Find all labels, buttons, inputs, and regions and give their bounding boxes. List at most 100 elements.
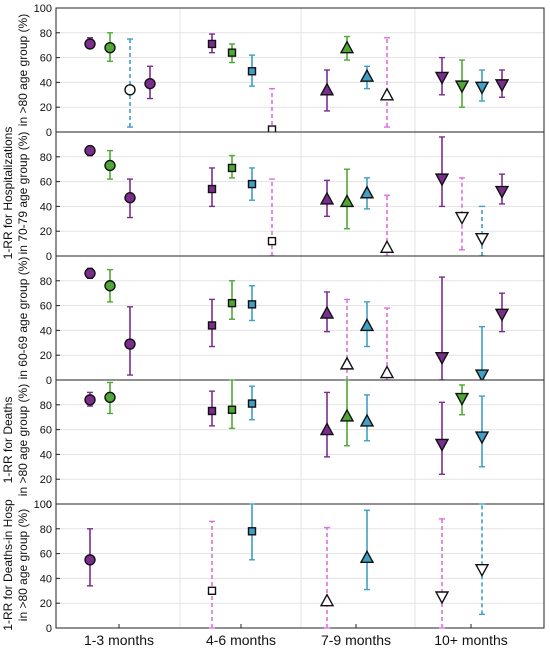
y-axis-labels: 1-RR for Hospitalizations in >80 age gro…	[1, 14, 30, 631]
triangle-up-marker	[379, 239, 395, 254]
data-point	[124, 178, 136, 219]
circle-marker	[84, 38, 96, 50]
y-tick-label: 40	[40, 201, 52, 213]
circle-marker	[84, 394, 96, 406]
y-tick-label: 40	[40, 449, 52, 461]
x-tick-label-4-6: 4-6 months	[206, 632, 276, 648]
y-tick-label: 40	[40, 573, 52, 585]
data-point	[84, 528, 96, 587]
y-label-deaths-hosp-title: 1-RR for Deaths-in Hosp	[1, 499, 15, 631]
data-point	[207, 298, 217, 348]
circle-marker	[124, 338, 136, 350]
data-point	[84, 391, 96, 407]
data-point	[207, 33, 217, 54]
triangle-down-marker	[454, 392, 470, 407]
panel-background	[56, 504, 544, 628]
y-label-hosp-80: in >80 age group (%)	[16, 14, 30, 126]
data-point	[124, 38, 136, 128]
y-tick-label: 60	[40, 425, 52, 437]
y-tick-label: 40	[40, 77, 52, 89]
circle-marker	[124, 84, 136, 96]
triangle-up-marker	[359, 413, 375, 427]
data-point	[104, 32, 116, 63]
y-label-deaths-hosp-80: in >80 age group (%)	[16, 509, 30, 621]
data-point	[359, 65, 375, 90]
square-marker	[247, 399, 257, 408]
data-point	[339, 168, 355, 230]
y-tick-label: 20	[40, 350, 52, 362]
y-tick-label: 20	[40, 226, 52, 238]
data-point	[124, 306, 136, 376]
x-axis-tick-labels: 1-3 months 4-6 months 7-9 months 10+ mon…	[84, 632, 508, 648]
data-point	[104, 149, 116, 180]
circle-marker	[104, 41, 116, 54]
y-tick-label: 60	[40, 549, 52, 561]
y-tick-label: 60	[40, 301, 52, 313]
y-tick-label: 0	[46, 499, 52, 511]
square-marker	[247, 300, 257, 309]
triangle-down-marker	[494, 308, 510, 322]
square-marker	[227, 163, 237, 173]
x-tick-label-7-9: 7-9 months	[321, 632, 391, 648]
triangle-up-marker	[359, 68, 375, 82]
y-tick-label: 20	[40, 102, 52, 114]
y-label-hosp-70-79: in 70-79 age group (%)	[16, 132, 30, 255]
triangle-down-marker	[434, 71, 450, 85]
triangle-up-marker	[339, 408, 355, 422]
data-point	[207, 390, 217, 427]
data-point	[379, 37, 395, 128]
data-point	[359, 394, 375, 442]
triangle-down-marker	[474, 431, 490, 445]
square-marker	[227, 298, 237, 308]
data-point	[434, 276, 450, 381]
panel-background	[56, 256, 544, 380]
square-marker	[207, 184, 217, 194]
square-marker	[207, 586, 217, 595]
data-point	[434, 56, 450, 96]
y-tick-label: 80	[40, 152, 52, 164]
data-point	[319, 69, 335, 112]
y-tick-label: 40	[40, 325, 52, 337]
data-point	[227, 280, 237, 320]
data-point	[319, 526, 335, 629]
data-point	[359, 301, 375, 348]
data-point	[247, 503, 257, 561]
data-point	[454, 59, 470, 108]
y-label-deaths-title: 1-RR for Deaths	[1, 397, 15, 484]
data-point	[454, 384, 470, 416]
square-marker	[207, 321, 217, 330]
data-point	[359, 177, 375, 210]
triangle-down-marker	[494, 79, 510, 93]
triangle-down-marker	[434, 438, 450, 452]
triangle-down-marker	[474, 564, 490, 578]
data-point	[247, 385, 257, 421]
data-point	[319, 391, 335, 458]
y-tick-label: 60	[40, 53, 52, 65]
data-point	[339, 35, 355, 61]
data-point	[84, 267, 96, 280]
triangle-down-marker	[474, 232, 490, 247]
y-label-deaths-80: in >80 age group (%)	[16, 384, 30, 496]
y-tick-label: 20	[40, 598, 52, 610]
y-tick-label: 0	[46, 251, 52, 263]
data-point	[227, 379, 237, 430]
data-point	[494, 292, 510, 333]
panel-2: 0 20 40 60 80	[40, 131, 545, 263]
panel-frame	[55, 503, 545, 629]
circle-marker	[144, 77, 156, 90]
square-marker	[207, 406, 217, 416]
triangle-up-marker	[359, 317, 375, 332]
triangle-up-marker	[319, 593, 335, 607]
chart-panels: 0204060801000204060800204060800204060800…	[34, 3, 545, 635]
triangle-down-marker	[434, 591, 450, 605]
data-point	[84, 144, 96, 157]
data-point	[227, 154, 237, 179]
data-point	[207, 520, 217, 629]
data-point	[379, 194, 395, 257]
triangle-up-marker	[339, 356, 355, 370]
circle-marker	[84, 144, 96, 157]
data-point	[84, 37, 96, 50]
data-point	[247, 285, 257, 322]
y-tick-label: 100	[34, 499, 52, 511]
